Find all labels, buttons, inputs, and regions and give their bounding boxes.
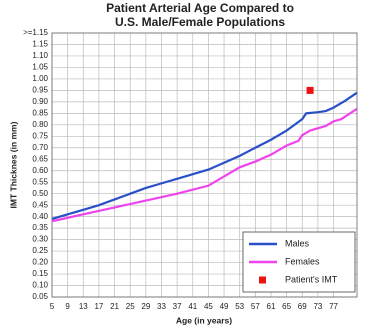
x-tick-label: 13 (79, 302, 88, 311)
y-tick-label: 0.60 (32, 166, 48, 175)
x-tick-label: 37 (173, 302, 182, 311)
y-tick-label: 1.00 (32, 74, 48, 83)
y-tick-label: 0.65 (32, 154, 48, 163)
x-tick-label: 5 (50, 302, 55, 311)
x-tick-label: 61 (267, 302, 276, 311)
y-tick-label: 0.25 (32, 246, 48, 255)
y-tick-label: 1.15 (32, 40, 48, 49)
y-tick-label: 0.70 (32, 143, 48, 152)
x-tick-label: 33 (157, 302, 166, 311)
chart-title: Patient Arterial Age Compared to (106, 1, 294, 15)
y-axis-label: IMT Thicknes (in mm) (8, 121, 18, 208)
x-tick-label: 25 (126, 302, 135, 311)
legend-swatch (259, 276, 266, 284)
x-tick-label: 69 (298, 302, 307, 311)
y-tick-label: 0.95 (32, 86, 48, 95)
y-tick-label: 1.10 (32, 51, 48, 60)
y-tick-label: 1.05 (32, 63, 48, 72)
y-tick-label: 0.50 (32, 189, 48, 198)
x-tick-label: 45 (204, 302, 213, 311)
legend-label: Patient's IMT (285, 274, 338, 284)
legend-label: Males (285, 238, 310, 248)
x-tick-label: 77 (329, 302, 338, 311)
y-tick-label: 0.80 (32, 120, 48, 129)
series-line (51, 91, 358, 221)
y-tick-label: >=1.15 (23, 28, 48, 37)
x-tick-label: 53 (235, 302, 244, 311)
y-tick-label: 0.30 (32, 235, 48, 244)
x-tick-label: 73 (313, 302, 322, 311)
x-tick-label: 9 (65, 302, 70, 311)
y-tick-label: 0.35 (32, 223, 48, 232)
series-line (51, 107, 358, 223)
y-tick-label: 0.15 (32, 269, 48, 278)
x-tick-label: 49 (220, 302, 229, 311)
y-tick-label: 0.10 (32, 281, 48, 290)
y-tick-label: 0.90 (32, 97, 48, 106)
patient-marker (306, 86, 314, 94)
y-tick-label: 0.20 (32, 258, 48, 267)
chart-title: U.S. Male/Female Populations (115, 15, 285, 29)
x-tick-label: 41 (188, 302, 197, 311)
y-tick-label: 0.05 (32, 292, 48, 301)
plot-frame (51, 32, 358, 298)
x-tick-label: 29 (141, 302, 150, 311)
x-tick-label: 21 (110, 302, 119, 311)
y-tick-label: 0.55 (32, 177, 48, 186)
y-tick-label: 0.45 (32, 200, 48, 209)
x-axis-label: Age (in years) (176, 315, 232, 325)
x-tick-label: 17 (94, 302, 103, 311)
x-tick-label: 65 (282, 302, 291, 311)
y-tick-label: 0.85 (32, 108, 48, 117)
y-tick-label: 0.40 (32, 212, 48, 221)
x-tick-label: 57 (251, 302, 260, 311)
y-tick-label: 0.75 (32, 131, 48, 140)
legend-label: Females (285, 256, 320, 266)
